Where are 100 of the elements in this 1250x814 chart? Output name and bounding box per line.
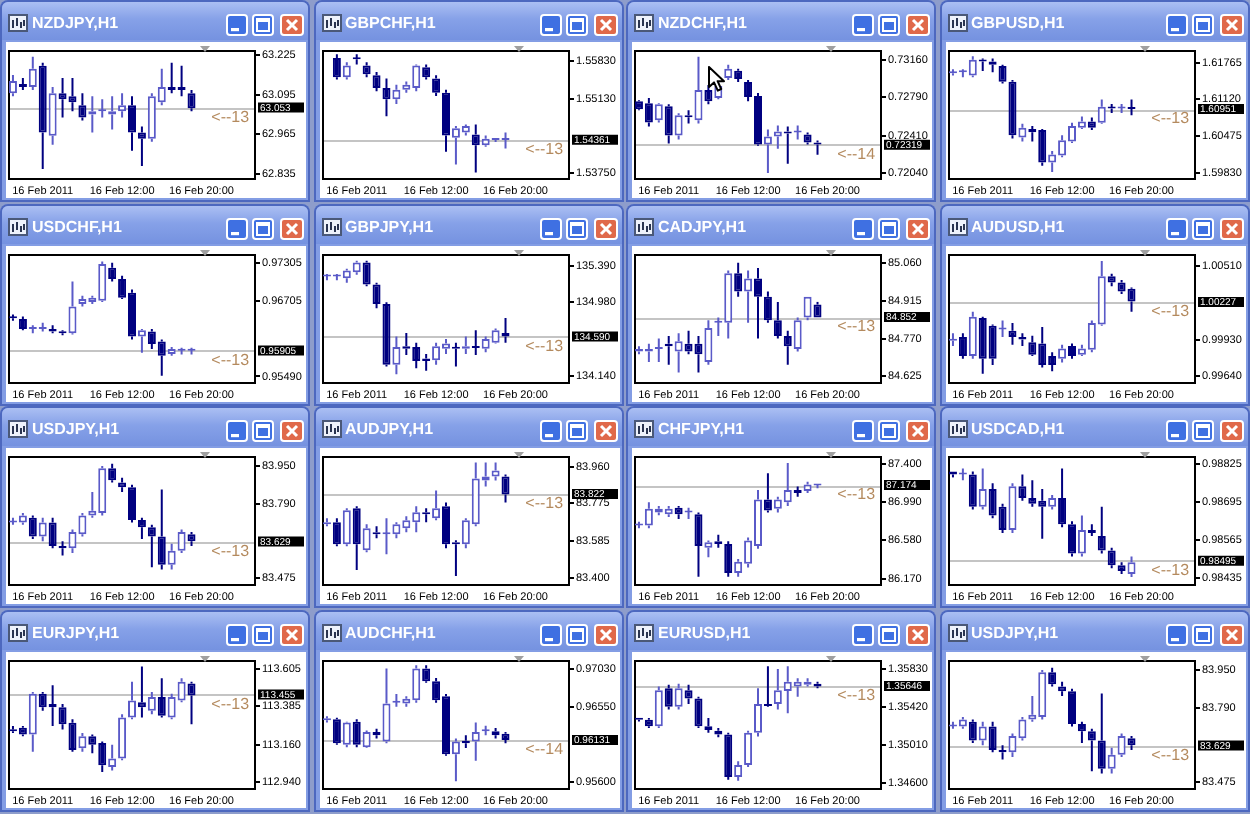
chart-title: CADJPY,H1 <box>658 217 747 236</box>
chart-title: GBPUSD,H1 <box>971 14 1065 32</box>
chart-title: USDCAD,H1 <box>971 420 1065 439</box>
annotation: <--13 <box>1150 301 1190 320</box>
candlestick <box>754 266 762 339</box>
candlestick <box>1126 735 1135 752</box>
candlestick <box>754 687 762 738</box>
candlestick <box>793 486 802 499</box>
annotation: <--13 <box>837 686 877 705</box>
candlestick <box>763 665 772 707</box>
candlestick <box>108 261 117 282</box>
candlestick <box>704 318 713 366</box>
candlestick <box>118 477 127 494</box>
annotation: <--14 <box>837 145 877 164</box>
annotation: <--13 <box>1150 746 1190 765</box>
candlestick <box>361 729 370 748</box>
candlestick <box>744 730 753 769</box>
candlestick <box>331 518 340 548</box>
candlestick <box>1007 483 1016 535</box>
chart-title: GBPCHF,H1 <box>345 14 436 32</box>
candlestick <box>341 722 350 749</box>
candlestick <box>1037 130 1046 167</box>
chart-title: AUDJPY,H1 <box>345 420 434 439</box>
candlestick <box>773 668 782 711</box>
candlestick <box>381 667 390 745</box>
candlestick <box>361 524 370 554</box>
candlestick <box>724 541 733 579</box>
candlestick <box>1057 468 1066 529</box>
candlestick <box>431 74 440 98</box>
candlestick <box>48 86 57 146</box>
annotation: <--13 <box>211 542 251 561</box>
candlestick <box>1106 746 1115 775</box>
annotation: <--13 <box>837 316 877 335</box>
candlestick <box>187 680 196 726</box>
candlestick <box>351 506 360 572</box>
chart-title: EURUSD,H1 <box>658 624 751 643</box>
annotation: <--13 <box>211 107 251 126</box>
candlestick <box>1086 524 1095 538</box>
candlestick <box>371 281 380 309</box>
candlestick <box>957 716 966 731</box>
candlestick <box>28 55 37 92</box>
candlestick <box>411 664 420 704</box>
chart-title: CHFJPY,H1 <box>658 420 745 439</box>
candlestick <box>68 279 77 333</box>
candlestick <box>734 67 743 83</box>
annotation: <--13 <box>524 336 564 355</box>
candlestick <box>813 300 822 317</box>
candlestick <box>28 691 37 753</box>
candlestick <box>783 329 792 366</box>
candlestick <box>167 543 176 572</box>
chart-title: EURJPY,H1 <box>32 624 120 643</box>
candlestick <box>674 112 683 141</box>
candlestick <box>1057 680 1066 698</box>
candlestick <box>763 128 772 174</box>
chart-title: NZDCHF,H1 <box>658 14 747 32</box>
candlestick <box>997 65 1006 85</box>
candlestick <box>793 315 802 352</box>
candlestick <box>1096 98 1105 123</box>
candlestick <box>137 665 146 719</box>
candlestick <box>187 531 196 548</box>
candlestick <box>137 125 146 168</box>
candlestick <box>331 53 340 81</box>
chart-title: USDJPY,H1 <box>971 624 1059 643</box>
candlestick <box>118 713 127 762</box>
candlestick <box>773 124 782 150</box>
candlestick <box>500 474 509 505</box>
candlestick <box>187 89 196 113</box>
candlestick <box>654 685 663 730</box>
candlestick <box>1086 728 1095 773</box>
candlestick <box>18 76 27 92</box>
candlestick <box>421 664 430 685</box>
annotation: <--14 <box>524 740 564 759</box>
annotation: <--13 <box>1150 109 1190 128</box>
candlestick <box>351 718 360 749</box>
candlestick <box>391 334 400 375</box>
candlestick <box>147 691 156 716</box>
candlestick <box>664 103 673 145</box>
annotation: <--13 <box>211 695 251 714</box>
candlestick <box>371 70 380 93</box>
candlestick <box>674 682 683 711</box>
candlestick <box>1047 350 1056 372</box>
candlestick <box>1047 150 1056 174</box>
candlestick <box>157 677 166 719</box>
candlestick <box>331 716 340 746</box>
candlestick <box>967 718 976 745</box>
candlestick <box>381 77 390 118</box>
candlestick <box>957 331 966 359</box>
candlestick <box>78 92 87 122</box>
candlestick <box>684 683 693 706</box>
candlestick <box>734 261 743 298</box>
candlestick <box>654 104 663 124</box>
annotation: <--13 <box>837 486 877 505</box>
candlestick <box>773 300 782 339</box>
candlestick <box>1007 79 1016 140</box>
chart-title: AUDUSD,H1 <box>971 217 1065 236</box>
candlestick <box>724 63 733 81</box>
chart-title: GBPJPY,H1 <box>345 217 434 236</box>
candlestick <box>490 462 499 483</box>
candlestick <box>1096 506 1105 556</box>
candlestick <box>803 131 812 146</box>
